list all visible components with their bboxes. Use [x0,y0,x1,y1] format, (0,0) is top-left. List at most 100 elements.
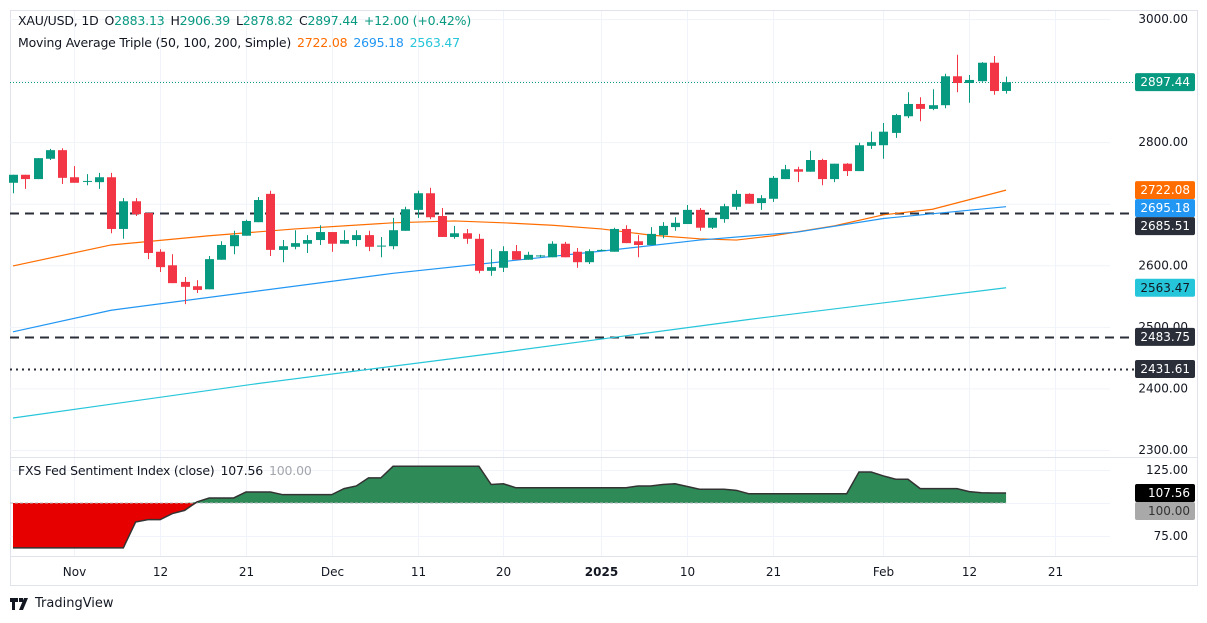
indicator-title[interactable]: FXS Fed Sentiment Index (close) [18,463,215,478]
candle [217,241,226,260]
candle [659,222,668,239]
candle-body [671,222,680,228]
candle [144,212,153,260]
sentiment-value-badge: 107.56 [1135,484,1195,503]
candle-body [720,206,729,220]
candle-body [990,62,999,92]
ma50-badge-text: 2722.08 [1140,183,1190,197]
candle [83,174,92,186]
candle [757,195,766,210]
ma-title[interactable]: Moving Average Triple (50, 100, 200, Sim… [18,35,292,50]
candle [916,97,925,122]
candle-body [438,216,447,237]
candle [377,236,386,258]
indicator-baseline: 100.00 [269,463,312,478]
candle-body [156,251,165,268]
candle-body [389,230,398,247]
candle-body [769,177,778,199]
tradingview-branding[interactable]: TradingView [10,596,114,611]
open-label: O [104,13,115,28]
ma-legend[interactable]: Moving Average Triple (50, 100, 200, Sim… [18,35,466,50]
candle [929,89,938,111]
candle-body [634,241,643,245]
candle-body [144,212,153,253]
candle [708,217,717,229]
time-tick-label: 20 [496,565,511,579]
candle-body [781,169,790,180]
candle-body [230,235,239,247]
candle-body [892,115,901,133]
candle-body [941,76,950,106]
candle [365,230,374,252]
candle [291,230,300,250]
sentiment-baseline-badge-bg [1135,502,1195,521]
candle-body [279,246,288,250]
candle [720,203,729,223]
symbol-legend[interactable]: XAU/USD, 1D O2883.13 H2906.39 L2878.82 C2897… [18,13,477,28]
level-badge-text: 2431.61 [1140,362,1190,376]
candle [340,230,349,244]
candle-body [1002,82,1011,91]
candle-body [978,62,987,82]
time-tick-label: Dec [321,565,344,579]
candle [266,190,275,257]
candle-body [561,243,570,258]
candle [892,113,901,138]
candle [475,233,484,274]
candle-body [70,177,79,183]
sentiment-value-badge-bg [1135,484,1195,503]
candle-body [365,235,374,247]
candle [953,54,962,93]
candle [58,148,67,185]
close-label: C [299,13,308,28]
candle [634,235,643,258]
candle [573,248,582,268]
candle-body [757,198,766,204]
branding-text: TradingView [35,596,114,611]
level-badge-text: 2685.51 [1140,219,1190,233]
candle-body [708,217,717,228]
symbol-interval[interactable]: XAU/USD, 1D [18,13,99,28]
time-tick-label: Nov [63,565,86,579]
candle [279,240,288,263]
sentiment-pane[interactable] [10,465,1007,549]
close-value: 2897.44 [307,13,358,28]
time-tick-label: 10 [680,565,695,579]
candle [671,217,680,231]
last-price-badge: 2897.44 [1135,73,1195,92]
candle-body [450,233,459,237]
ma100-badge-bg [1135,199,1195,218]
candle-body [597,249,606,251]
candle-body [659,225,668,236]
time-tick-label: 2025 [585,565,618,579]
candle-body [916,103,925,109]
time-tick-label: 12 [153,565,168,579]
candle [352,230,361,247]
level-badge: 2483.75 [1135,327,1195,346]
candle [855,142,864,172]
change-value: +12.00 (+0.42%) [363,13,472,28]
candle [904,92,913,119]
ma200-badge: 2563.47 [1135,278,1195,297]
candle [414,190,423,218]
candle [696,208,705,231]
time-axis[interactable]: Nov 12 21 Dec 11 20 2025 10 21 Feb 12 21 [10,556,1197,580]
ma100-line [12,206,1007,333]
candle [745,193,754,204]
candle-body [291,243,300,247]
time-tick-label: 21 [239,565,254,579]
candle-body [622,228,631,244]
ma100-badge-text: 2695.18 [1140,201,1190,215]
indicator-legend[interactable]: FXS Fed Sentiment Index (close) 107.56 100… [18,463,318,478]
ma50-value: 2722.08 [297,35,348,50]
candle-body [647,233,656,245]
candle-body [794,169,803,172]
candle [254,196,263,223]
candle-body [732,193,741,207]
candle [46,148,55,160]
candle-body [879,131,888,146]
candle [978,62,987,82]
candle-body [830,163,839,180]
high-value: 2906.39 [179,13,230,28]
